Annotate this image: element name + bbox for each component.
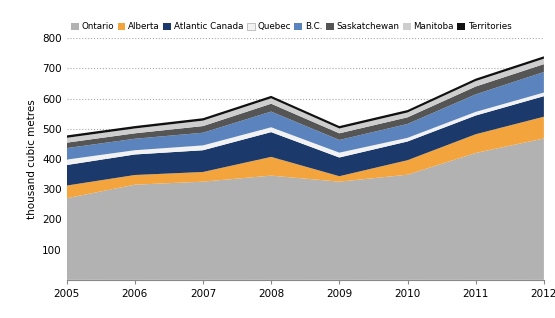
Legend: Ontario, Alberta, Atlantic Canada, Quebec, B.C., Saskatchewan, Manitoba, Territo: Ontario, Alberta, Atlantic Canada, Quebe… bbox=[71, 22, 512, 31]
Y-axis label: thousand cubic metres: thousand cubic metres bbox=[27, 99, 37, 219]
